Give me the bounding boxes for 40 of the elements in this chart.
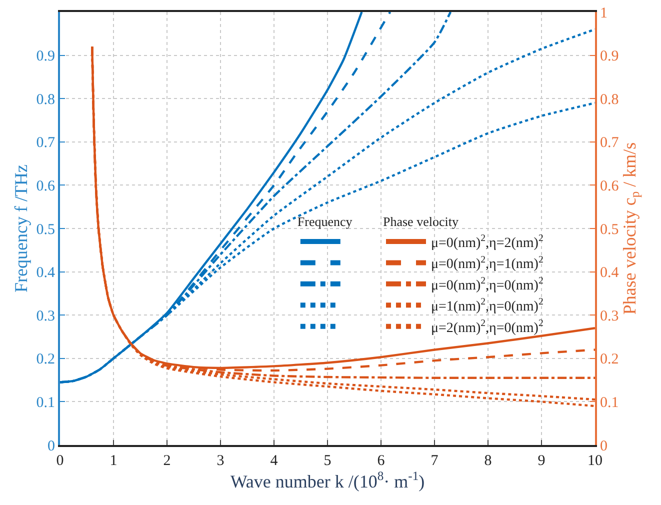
legend-label: μ=2(nm)$^{2}$,η=0(nm)$^{2}$: [431, 318, 544, 336]
y2-tick-label: 0.2: [600, 352, 619, 368]
y-tick-label: 0.4: [36, 265, 56, 282]
y-tick-label: 0.7: [36, 135, 56, 152]
x-tick-label: 3: [216, 453, 224, 469]
y2-tick-label: 0.5: [600, 222, 619, 238]
y-tick-label: 0.1: [36, 394, 55, 411]
y-tick-label: 0.9: [36, 48, 55, 65]
legend-label: μ=0(nm)$^{2}$,η=1(nm)$^{2}$: [431, 254, 544, 272]
y2-tick-label: 0.7: [600, 135, 620, 152]
y-axis-title: Frequency f /THz: [10, 164, 31, 292]
annotation: Frequency: [297, 214, 353, 229]
x-axis-title: Wave number k /(10$^{8}$· m$^{-1}$): [230, 469, 425, 492]
x-tick-label: 2: [163, 453, 171, 469]
x-tick-label: 8: [484, 453, 492, 469]
y2-tick-label: 0.6: [600, 178, 620, 194]
x-tick-label: 10: [588, 453, 602, 469]
legend-label: μ=0(nm)$^{2}$,η=0(nm)$^{2}$: [431, 275, 544, 294]
x-tick-label: 6: [377, 453, 386, 469]
legend-label: μ=1(nm)$^{2}$,η=0(nm)$^{2}$: [431, 296, 544, 315]
legend-label: μ=0(nm)$^{2}$,η=2(nm)$^{2}$: [431, 233, 544, 251]
x-tick-label: 7: [430, 453, 439, 469]
y-tick-label: 0.6: [36, 178, 56, 194]
y2-tick-label: 0: [600, 438, 608, 454]
y-tick-label: 0: [48, 438, 55, 454]
y2-tick-label: 1: [600, 5, 608, 22]
x-tick-label: 9: [538, 453, 546, 469]
y-tick-label: 0.3: [36, 308, 55, 324]
y2-tick-label: 0.3: [600, 308, 619, 324]
y-tick-label: 0.5: [36, 222, 55, 238]
annotation: Phase velocity: [383, 214, 459, 229]
x-tick-label: 5: [324, 453, 332, 469]
x-tick-label: 1: [110, 453, 118, 469]
y-tick-label: 0.2: [36, 352, 55, 368]
y-tick-label: 0.8: [36, 92, 55, 108]
y2-tick-label: 0.8: [600, 92, 619, 108]
y2-tick-label: 0.4: [600, 265, 620, 282]
y2-tick-label: 0.1: [600, 394, 619, 411]
y2-tick-label: 0.9: [600, 48, 619, 65]
x-tick-label: 4: [270, 453, 278, 469]
